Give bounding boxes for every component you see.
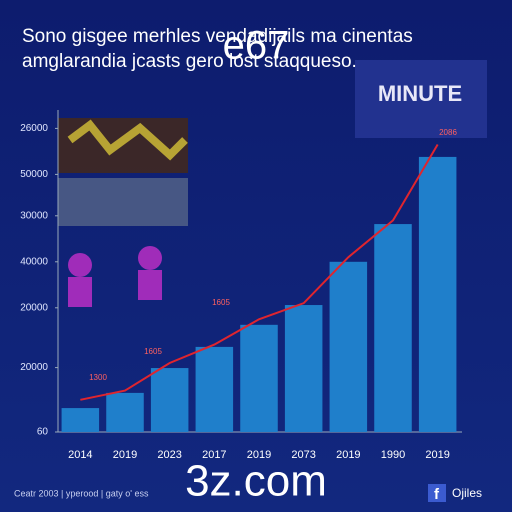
- x-tick-label: 2019: [113, 449, 137, 461]
- y-tick-label: 20000: [20, 362, 48, 373]
- x-tick-label: 2019: [247, 449, 271, 461]
- footer-text: Ojiles: [452, 486, 482, 500]
- bar: [329, 261, 368, 432]
- bar: [374, 224, 412, 432]
- annotation: 1605: [212, 298, 230, 307]
- x-tick-label: 2019: [336, 449, 360, 461]
- y-tick-label: 26000: [20, 123, 48, 134]
- x-tick-label: 2014: [68, 449, 92, 461]
- y-tick-label: 30000: [20, 210, 48, 221]
- y-tick-label: 20000: [20, 302, 48, 313]
- bar: [61, 408, 100, 432]
- x-tick-label: 1990: [381, 449, 405, 461]
- facebook-icon: [428, 484, 446, 502]
- icon-glyph: f: [434, 486, 440, 503]
- decor: [58, 60, 487, 307]
- y-tick-label: 40000: [20, 256, 48, 267]
- y-tick-label: 50000: [20, 169, 48, 180]
- annotation: 2086: [439, 128, 457, 137]
- trend-line: [80, 143, 439, 401]
- overlay-text: 3z.com: [185, 457, 327, 506]
- overlay-text: e67: [223, 24, 290, 68]
- bar: [150, 368, 189, 432]
- x-tick-label: 2017: [202, 449, 226, 461]
- chart-subtitle: amglarandia jcasts gero lost staqqueso.: [22, 51, 357, 72]
- bar: [418, 156, 457, 433]
- y-tick-label: 60: [37, 427, 49, 438]
- annotation: 1300: [89, 373, 107, 382]
- bar: [106, 392, 144, 432]
- annotation: 1605: [144, 347, 162, 356]
- x-tick-label: 2073: [291, 449, 315, 461]
- bar: [195, 346, 234, 432]
- bar: [284, 305, 323, 432]
- x-tick-label: 2023: [157, 449, 181, 461]
- x-tick-label: 2019: [425, 449, 449, 461]
- bar: [240, 324, 278, 432]
- footer-text: Ceatr 2003 | yperood | gaty o' ess: [14, 488, 149, 498]
- badge: MINUTE: [378, 81, 462, 106]
- chart-title: Sono gisgee merhles vendadijails ma cine…: [22, 26, 413, 47]
